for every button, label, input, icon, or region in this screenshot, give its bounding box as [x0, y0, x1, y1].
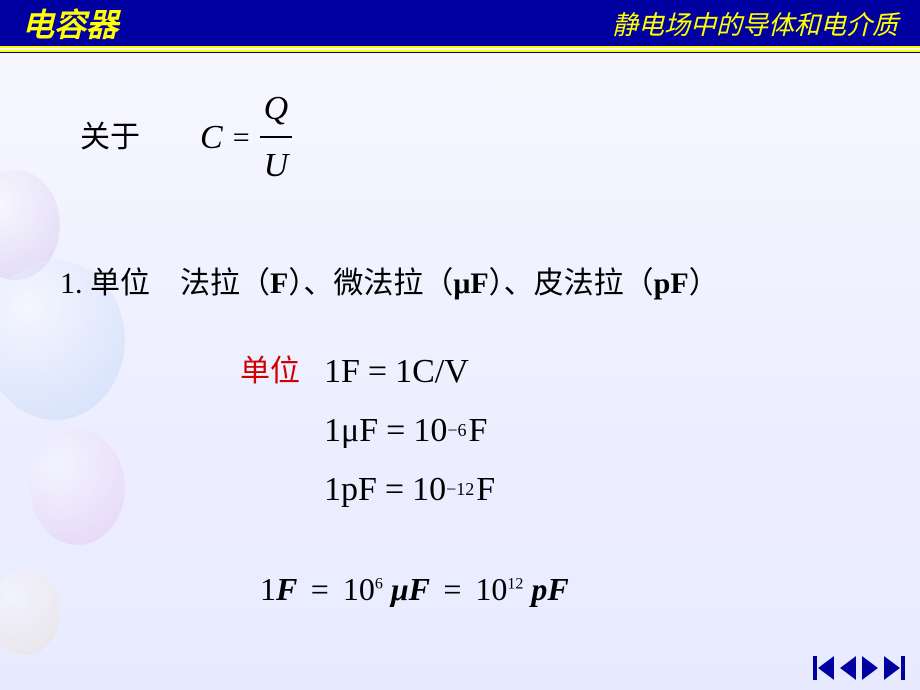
- equals-sign: =: [386, 405, 405, 456]
- symbol-picofarad: pF: [654, 267, 689, 300]
- triangle-right-icon: [862, 656, 878, 680]
- conversion-line: 1F = 1C/V: [324, 346, 469, 397]
- unit-text: ）: [689, 267, 719, 300]
- about-row: 关于 C = Q U: [80, 83, 880, 191]
- unit: μF: [341, 405, 378, 456]
- unit-microfarad: μF: [391, 571, 430, 607]
- about-label: 关于: [80, 115, 140, 160]
- last-slide-button[interactable]: [884, 656, 905, 680]
- coef: 1: [395, 346, 412, 397]
- slide-nav-controls: [813, 656, 905, 680]
- unit-text: ）、皮法拉（: [489, 267, 654, 300]
- units-list: 法拉（F）、微法拉（μF）、皮法拉（pF）: [180, 261, 719, 306]
- exponent: 12: [507, 575, 523, 592]
- section-number: 1.: [60, 267, 83, 300]
- slide-header: 电容器 静电场中的导体和电介质: [0, 0, 920, 48]
- header-title-right: 静电场中的导体和电介质: [612, 5, 898, 42]
- section-heading: 单位: [90, 267, 150, 300]
- skip-bar-icon: [813, 656, 817, 680]
- coef: 10: [475, 571, 507, 607]
- fraction-numerator: Q: [260, 83, 293, 138]
- coef: 10: [413, 405, 447, 456]
- summary-equation: 1F = 106 μF = 1012 pF: [260, 565, 880, 613]
- header-title-left: 电容器: [22, 0, 118, 46]
- first-slide-button[interactable]: [813, 656, 834, 680]
- unit: F: [468, 405, 487, 456]
- exponent: −12: [446, 476, 474, 503]
- triangle-left-icon: [840, 656, 856, 680]
- section-1-heading: 1. 单位 法拉（F）、微法拉（μF）、皮法拉（pF）: [60, 261, 880, 306]
- coef: 1: [324, 405, 341, 456]
- unit-conversions-block: 单位 1F = 1C/V 1μF = 10−6F 1pF = 10−12F: [240, 346, 880, 515]
- conversion-line: 1pF = 10−12F: [324, 464, 495, 515]
- triangle-left-icon: [818, 656, 834, 680]
- equals-sign: =: [311, 571, 329, 607]
- capacitance-formula: C = Q U: [200, 83, 292, 191]
- triangle-right-icon: [884, 656, 900, 680]
- skip-bar-icon: [901, 656, 905, 680]
- fraction: Q U: [260, 83, 293, 191]
- coef: 1: [260, 571, 276, 607]
- unit-label-red: 单位: [240, 349, 300, 394]
- slide-content: 关于 C = Q U 1. 单位 法拉（F）、微法拉（μF）、皮法拉（pF） 单…: [0, 53, 920, 613]
- equals-sign: =: [443, 571, 461, 607]
- unit: pF: [341, 464, 377, 515]
- unit: F: [476, 464, 495, 515]
- unit-farad: F: [276, 571, 297, 607]
- equals-sign: =: [368, 346, 387, 397]
- unit: F: [341, 346, 360, 397]
- unit-picofarad: pF: [531, 571, 568, 607]
- section-number-wrapper: 1. 单位: [60, 261, 150, 306]
- next-slide-button[interactable]: [862, 656, 878, 680]
- unit-text: ）、微法拉（: [288, 267, 453, 300]
- fraction-denominator: U: [260, 138, 293, 191]
- coef: 1: [324, 464, 341, 515]
- conversion-line: 1μF = 10−6F: [324, 405, 487, 456]
- coef: 1: [324, 346, 341, 397]
- equals-sign: =: [233, 115, 250, 160]
- coef: 10: [343, 571, 375, 607]
- formula-lhs: C: [200, 112, 223, 163]
- prev-slide-button[interactable]: [840, 656, 856, 680]
- equals-sign: =: [385, 464, 404, 515]
- symbol-farad: F: [270, 267, 288, 300]
- unit-text: 法拉（: [180, 267, 270, 300]
- exponent: −6: [447, 417, 466, 444]
- exponent: 6: [375, 575, 383, 592]
- coef: 10: [412, 464, 446, 515]
- unit: C/V: [412, 346, 469, 397]
- symbol-microfarad: μF: [453, 267, 488, 300]
